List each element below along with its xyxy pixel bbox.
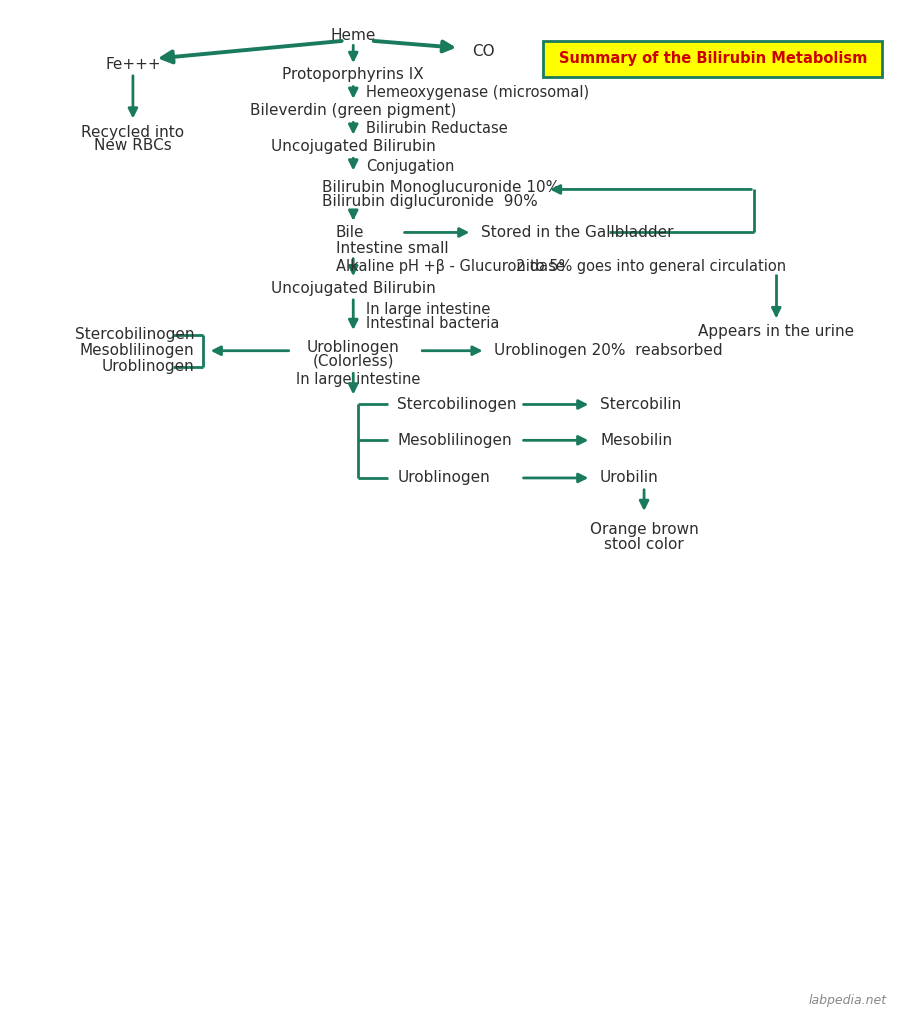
Text: Uroblinogen 20%  reabsorbed: Uroblinogen 20% reabsorbed: [494, 343, 722, 358]
Text: Hemeoxygenase (microsomal): Hemeoxygenase (microsomal): [366, 85, 589, 100]
Text: Uncojugated Bilirubin: Uncojugated Bilirubin: [271, 139, 436, 154]
Text: Uroblinogen: Uroblinogen: [102, 359, 195, 375]
Text: stool color: stool color: [604, 537, 684, 552]
Text: Stercobilinogen: Stercobilinogen: [397, 397, 517, 412]
Text: Orange brown: Orange brown: [589, 522, 699, 538]
Text: Urobilin: Urobilin: [600, 470, 659, 485]
Text: Appears in the urine: Appears in the urine: [699, 324, 855, 339]
Text: New RBCs: New RBCs: [94, 138, 172, 154]
Text: Recycled into: Recycled into: [82, 125, 185, 139]
Text: Bile: Bile: [336, 225, 364, 240]
Text: Intestine small: Intestine small: [336, 241, 448, 256]
Text: In large intestine: In large intestine: [296, 372, 420, 387]
Text: Heme: Heme: [330, 28, 376, 43]
Text: Uroblinogen: Uroblinogen: [307, 340, 399, 354]
Text: Stercobilin: Stercobilin: [600, 397, 681, 412]
Text: Stored in the Gallbladder: Stored in the Gallbladder: [481, 225, 674, 240]
Text: Bileverdin (green pigment): Bileverdin (green pigment): [250, 103, 456, 118]
Text: Fe+++: Fe+++: [106, 56, 161, 72]
Text: Alkaline pH +β - Glucuronidase: Alkaline pH +β - Glucuronidase: [336, 259, 565, 274]
Text: Uncojugated Bilirubin: Uncojugated Bilirubin: [271, 281, 436, 296]
Text: Bilirubin Monoglucuronide 10%: Bilirubin Monoglucuronide 10%: [322, 180, 561, 196]
Text: Mesobilin: Mesobilin: [600, 433, 672, 447]
FancyBboxPatch shape: [543, 41, 882, 77]
Text: Stercobilinogen: Stercobilinogen: [75, 327, 195, 342]
Text: 2 to 5% goes into general circulation: 2 to 5% goes into general circulation: [516, 259, 787, 274]
Text: Summary of the Bilirubin Metabolism: Summary of the Bilirubin Metabolism: [559, 51, 867, 67]
Text: labpedia.net: labpedia.net: [808, 993, 887, 1007]
Text: CO: CO: [472, 44, 495, 59]
Text: Intestinal bacteria: Intestinal bacteria: [366, 316, 499, 332]
Text: Bilirubin diglucuronide  90%: Bilirubin diglucuronide 90%: [322, 195, 538, 210]
Text: Mesoblilinogen: Mesoblilinogen: [397, 433, 512, 447]
Text: Mesoblilinogen: Mesoblilinogen: [80, 343, 195, 358]
Text: (Colorless): (Colorless): [312, 354, 394, 369]
Text: Protoporphyrins IX: Protoporphyrins IX: [283, 68, 424, 82]
Text: Uroblinogen: Uroblinogen: [397, 470, 490, 485]
Text: Conjugation: Conjugation: [366, 159, 454, 174]
Text: In large intestine: In large intestine: [366, 302, 491, 317]
Text: Bilirubin Reductase: Bilirubin Reductase: [366, 121, 509, 136]
